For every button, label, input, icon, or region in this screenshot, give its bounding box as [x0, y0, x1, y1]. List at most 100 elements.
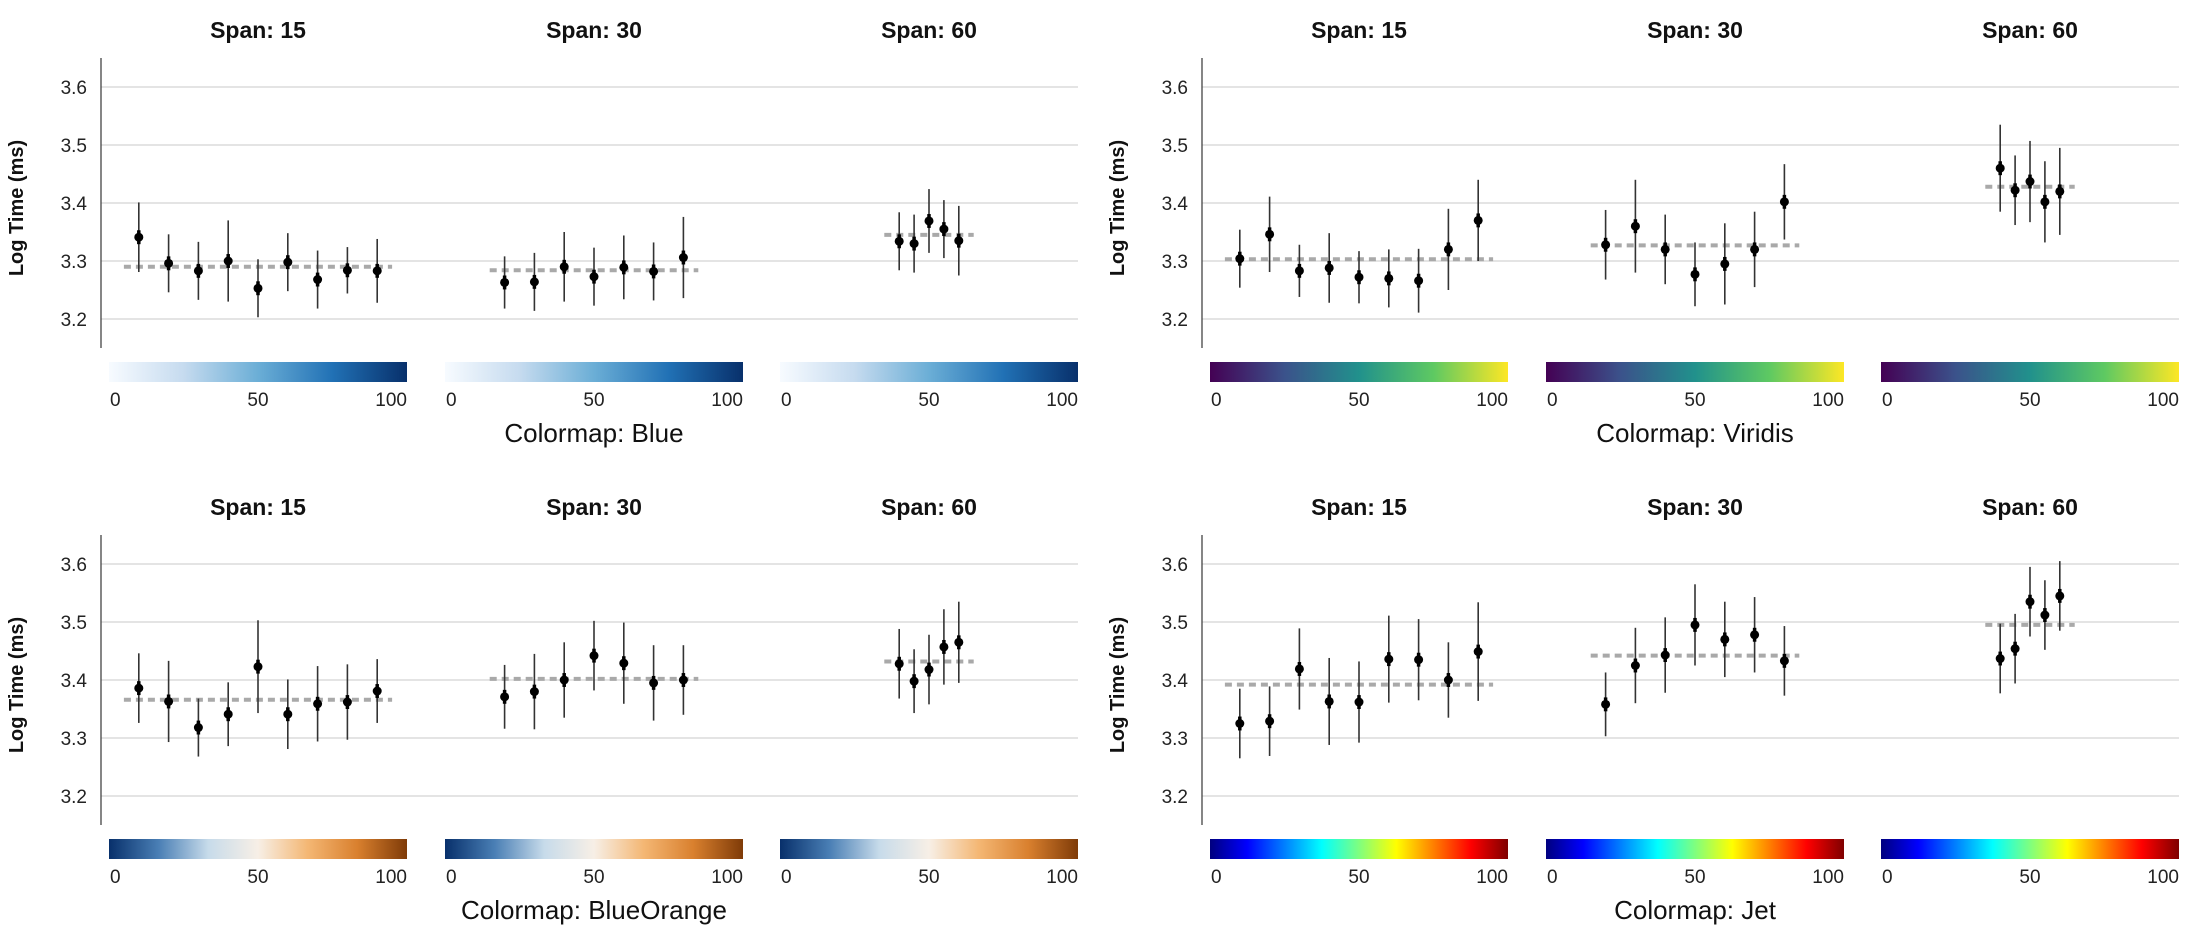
data-point	[2040, 197, 2050, 207]
data-point	[283, 257, 293, 267]
data-point	[1235, 719, 1245, 728]
colorbar	[1210, 839, 1508, 859]
panel-title: Span: 30	[1647, 494, 1743, 520]
data-point	[193, 266, 203, 276]
colorbar-tick-label: 50	[247, 390, 268, 411]
data-point	[1750, 244, 1760, 254]
colorbar-tick-label: 100	[1476, 390, 1508, 411]
panel-title: Span: 30	[546, 494, 642, 520]
y-tick-label: 3.6	[61, 555, 87, 576]
data-point	[283, 709, 293, 719]
y-tick-label: 3.5	[1162, 136, 1188, 157]
panel-title: Span: 15	[210, 17, 306, 43]
colorbar	[1546, 362, 1844, 382]
panel-span-15: Span: 15 0 50 100	[109, 17, 407, 411]
panel-span-30: Span: 30 0 50 100	[1546, 17, 1844, 411]
data-point	[678, 675, 688, 685]
data-point	[954, 236, 964, 246]
data-point	[164, 696, 174, 706]
colorbar	[1881, 839, 2179, 859]
group-title: Colormap: Jet	[1614, 895, 1777, 925]
data-point	[1324, 696, 1334, 706]
group-title: Colormap: Blue	[504, 418, 683, 448]
colorbar	[1210, 362, 1508, 382]
panel-span-30: Span: 30 0 50 100	[445, 17, 743, 411]
colorbar-tick-label: 50	[1348, 390, 1369, 411]
y-tick-label: 3.3	[61, 252, 87, 273]
y-tick-label: 3.5	[61, 136, 87, 157]
data-point	[619, 658, 629, 668]
y-tick-label: 3.4	[61, 671, 88, 692]
y-tick-label: 3.5	[1162, 613, 1188, 634]
panel-title: Span: 15	[1311, 494, 1407, 520]
data-point	[1354, 272, 1364, 282]
y-tick-label: 3.4	[1162, 194, 1189, 215]
y-tick-label: 3.3	[1162, 252, 1188, 273]
colorbar-tick-label: 50	[918, 867, 939, 888]
data-point	[939, 224, 949, 234]
data-point	[1779, 197, 1789, 207]
data-point	[894, 236, 904, 246]
panel-span-60: Span: 60 0 50 100	[780, 17, 1078, 411]
group-title: Colormap: Viridis	[1596, 418, 1793, 448]
data-point	[529, 277, 539, 287]
data-point	[1601, 699, 1611, 709]
data-point	[1750, 630, 1760, 640]
data-point	[1414, 655, 1424, 665]
data-point	[939, 642, 949, 652]
data-point	[134, 683, 144, 693]
data-point	[924, 665, 934, 675]
data-point	[2025, 597, 2035, 607]
data-point	[1473, 647, 1483, 657]
panel-title: Span: 15	[1311, 17, 1407, 43]
data-point	[1690, 269, 1700, 279]
colorbar-tick-label: 0	[1882, 867, 1893, 888]
y-tick-label: 3.4	[61, 194, 88, 215]
y-tick-label: 3.6	[1162, 78, 1188, 99]
panel-title: Span: 60	[1982, 17, 2078, 43]
colorbar-tick-label: 0	[446, 390, 457, 411]
data-point	[1995, 654, 2005, 664]
y-tick-label: 3.6	[61, 78, 87, 99]
colorbar-tick-label: 0	[1211, 867, 1222, 888]
colorbar-tick-label: 100	[375, 390, 407, 411]
colorbar-tick-label: 100	[1476, 867, 1508, 888]
data-point	[1660, 650, 1670, 660]
colorbar-tick-label: 0	[781, 867, 792, 888]
y-axis-label: Log Time (ms)	[1107, 140, 1129, 276]
data-point	[372, 266, 382, 276]
colorbar	[445, 839, 743, 859]
data-point	[1235, 254, 1245, 264]
data-point	[1294, 664, 1304, 674]
colorbar	[109, 362, 407, 382]
colorbar-tick-label: 50	[583, 867, 604, 888]
colorbar-tick-label: 100	[2147, 390, 2179, 411]
data-point	[2025, 177, 2035, 187]
panel-span-15: Span: 15 0 50 100	[109, 494, 407, 888]
colorbar-tick-label: 0	[110, 390, 121, 411]
data-point	[678, 253, 688, 263]
panel-title: Span: 60	[1982, 494, 2078, 520]
data-point	[924, 216, 934, 226]
data-point	[1601, 240, 1611, 250]
panel-span-60: Span: 60 0 50 100	[1881, 17, 2179, 411]
y-tick-label: 3.6	[1162, 555, 1188, 576]
data-point	[2055, 186, 2065, 196]
panel-span-60: Span: 60 0 50 100	[1881, 494, 2179, 888]
data-point	[313, 275, 323, 285]
chart-group-jet: 3.2 3.3 3.4 3.5 3.6 Log Time (ms) Span: 15 0 50 1…	[1107, 494, 2179, 925]
colorbar-tick-label: 50	[2019, 390, 2040, 411]
y-axis-label: Log Time (ms)	[6, 140, 28, 276]
colorbar-tick-label: 0	[1547, 867, 1558, 888]
colorbar-tick-label: 100	[711, 390, 743, 411]
data-point	[1414, 276, 1424, 286]
data-point	[894, 659, 904, 669]
data-point	[2055, 591, 2065, 601]
data-point	[1443, 675, 1453, 685]
panel-title: Span: 30	[1647, 17, 1743, 43]
data-point	[1443, 244, 1453, 254]
y-tick-label: 3.3	[1162, 729, 1188, 750]
panel-title: Span: 15	[210, 494, 306, 520]
data-point	[134, 232, 144, 242]
data-point	[1354, 697, 1364, 707]
